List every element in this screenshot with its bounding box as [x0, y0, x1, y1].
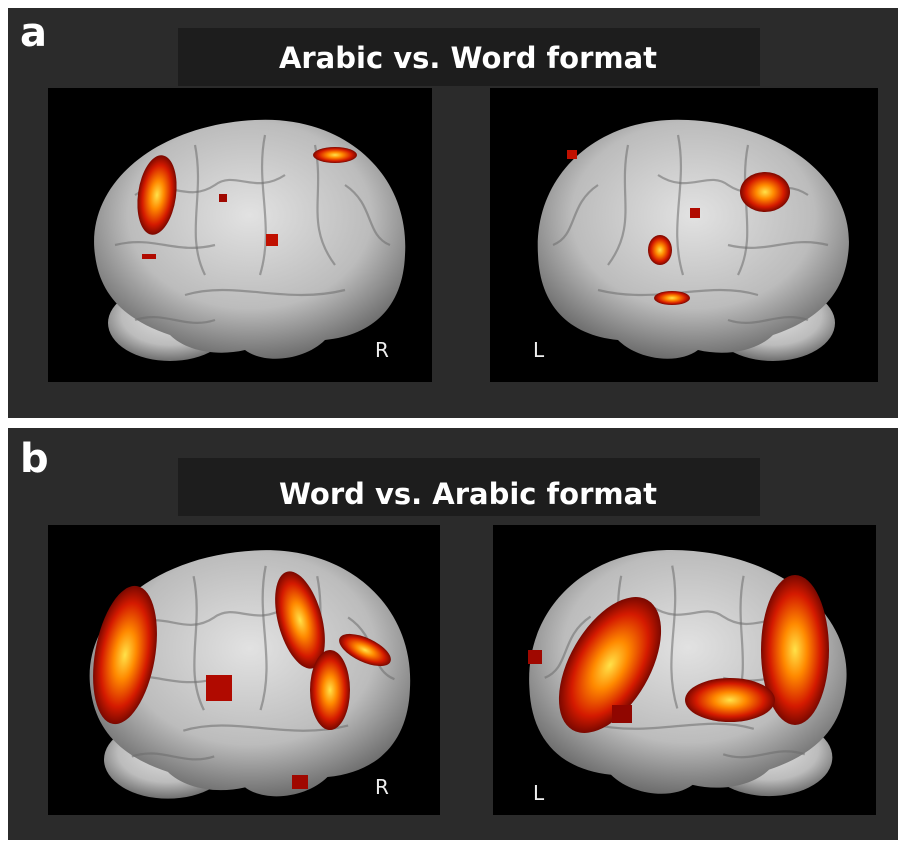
hemisphere-label: L — [533, 781, 545, 805]
hemisphere-label: R — [375, 338, 389, 362]
title-band — [178, 28, 760, 86]
title-band — [178, 458, 760, 516]
hemisphere-label: L — [533, 338, 545, 362]
activation — [93, 571, 829, 789]
panel-title: Arabic vs. Word format — [279, 41, 657, 75]
panel-title: Word vs. Arabic format — [279, 477, 657, 511]
activation — [137, 147, 790, 305]
hemisphere-label: R — [375, 775, 389, 799]
panel-letter: b — [20, 436, 49, 482]
panel-letter: a — [20, 10, 47, 56]
